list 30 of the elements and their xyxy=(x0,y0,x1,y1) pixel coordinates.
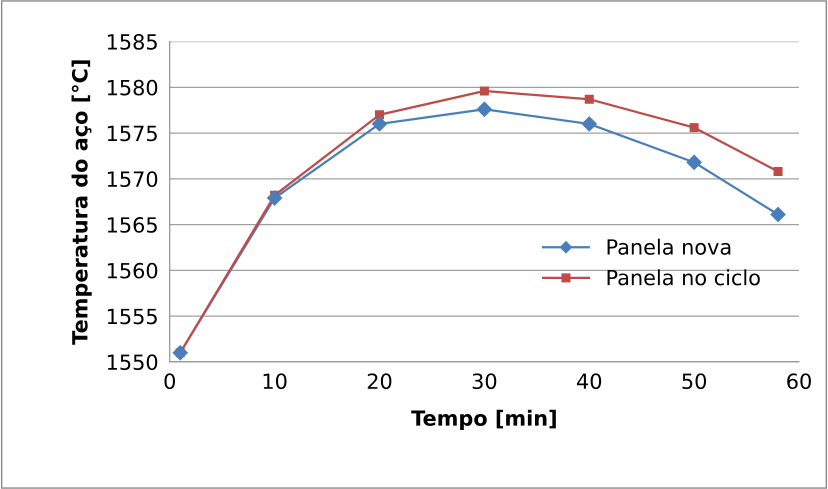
point xyxy=(267,190,282,206)
x-tick-label: 40 xyxy=(577,373,602,390)
point xyxy=(686,154,702,170)
y-tick-label: 1555 xyxy=(108,308,157,324)
x-tick-label: 20 xyxy=(368,373,392,390)
x-tick-label: 0 xyxy=(164,373,175,390)
y-tick-label: 1570 xyxy=(108,171,158,188)
point xyxy=(172,345,188,360)
x-tick-label: 50 xyxy=(682,373,706,390)
point xyxy=(774,167,783,176)
point xyxy=(372,116,388,132)
point xyxy=(584,94,594,104)
x-tick-label: 60 xyxy=(787,373,811,390)
legend-label: Panela no ciclo xyxy=(608,269,760,286)
y-tick-label: 1565 xyxy=(108,217,157,233)
point xyxy=(476,102,492,117)
legend-label: Panela nova xyxy=(608,238,730,255)
x-tick-label: 30 xyxy=(472,373,496,390)
y-axis-title: Temperatura do aço [°C] xyxy=(72,60,92,345)
x-tick-label: 10 xyxy=(264,373,286,390)
point xyxy=(582,116,597,132)
y-tick-label: 1550 xyxy=(108,354,158,370)
y-tick-label: 1560 xyxy=(108,262,158,279)
y-tick-label: 1585 xyxy=(108,34,157,50)
y-tick-label: 1575 xyxy=(108,126,157,142)
point xyxy=(690,123,699,132)
y-tick-label: 1580 xyxy=(108,80,158,96)
point xyxy=(770,206,786,222)
x-axis-title: Tempo [min] xyxy=(411,410,556,430)
point xyxy=(480,86,489,96)
